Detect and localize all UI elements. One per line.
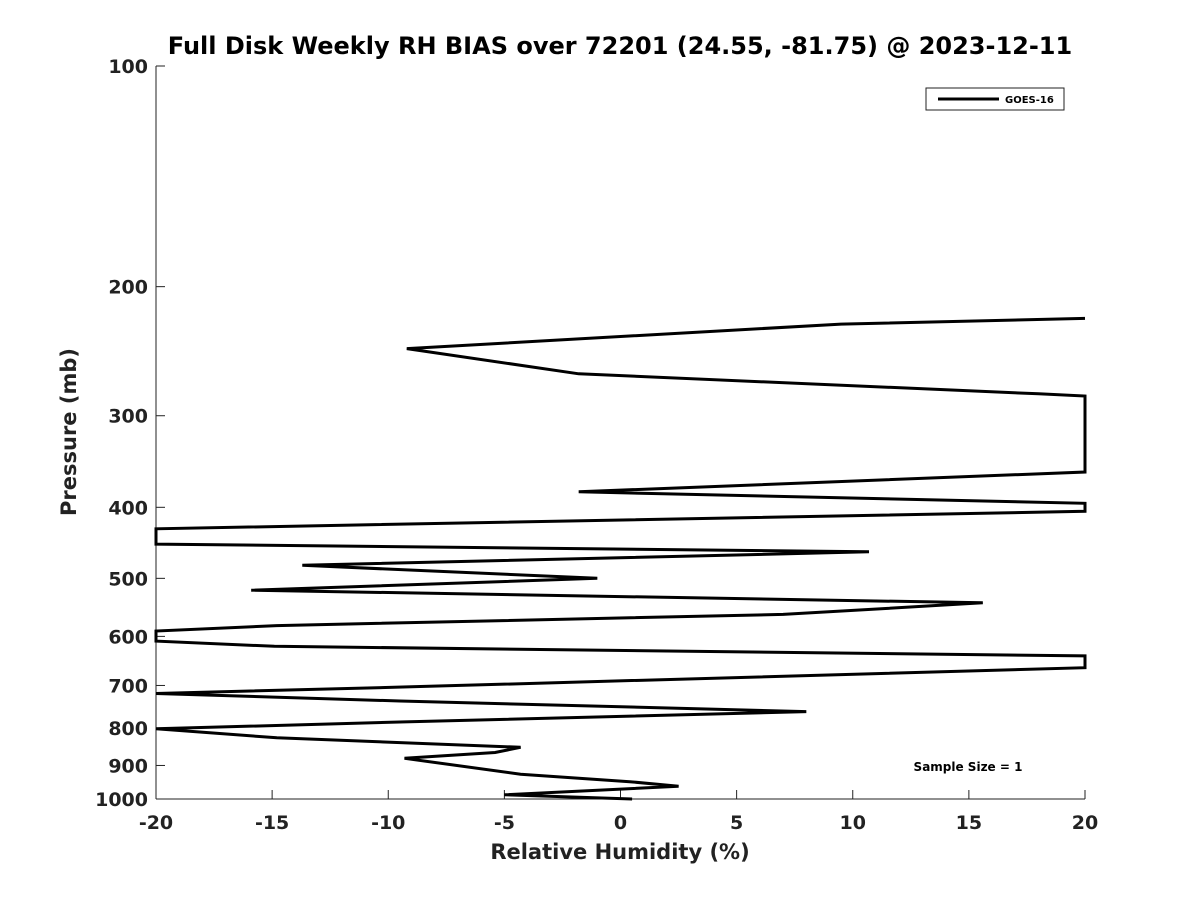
x-tick-label: -20 [139, 812, 173, 834]
x-tick-label: -5 [494, 812, 515, 834]
x-axis-label: Relative Humidity (%) [490, 840, 749, 864]
y-tick-label: 400 [108, 497, 148, 519]
x-tick-label: 15 [956, 812, 982, 834]
legend-label-goes-16: GOES-16 [1005, 95, 1054, 106]
legend: GOES-16 [925, 87, 1065, 111]
y-tick-label: 900 [108, 755, 148, 777]
y-tick-label: 100 [108, 56, 148, 78]
x-tick-label: -10 [371, 812, 405, 834]
x-tick-label: 10 [840, 812, 866, 834]
y-tick-label: 300 [108, 406, 148, 428]
chart-title: Full Disk Weekly RH BIAS over 72201 (24.… [168, 32, 1072, 60]
y-tick-label: 1000 [95, 789, 148, 811]
y-ticks: 100 200 300 400 500 600 700 800 900 1000 [95, 56, 165, 811]
series-line-goes-16 [154, 316, 1087, 801]
y-tick-label: 700 [108, 675, 148, 697]
x-tick-label: 20 [1072, 812, 1098, 834]
y-axis-label: Pressure (mb) [57, 348, 81, 516]
x-tick-label: 0 [614, 812, 627, 834]
series-layer [154, 316, 1087, 801]
x-ticks: -20 -15 -10 -5 0 5 10 15 20 [139, 790, 1098, 834]
x-tick-label: 5 [730, 812, 743, 834]
sample-size-annotation: Sample Size = 1 [914, 760, 1023, 774]
y-tick-label: 800 [108, 718, 148, 740]
y-tick-label: 500 [108, 568, 148, 590]
x-tick-label: -15 [255, 812, 289, 834]
y-tick-label: 200 [108, 277, 148, 299]
y-tick-label: 600 [108, 626, 148, 648]
